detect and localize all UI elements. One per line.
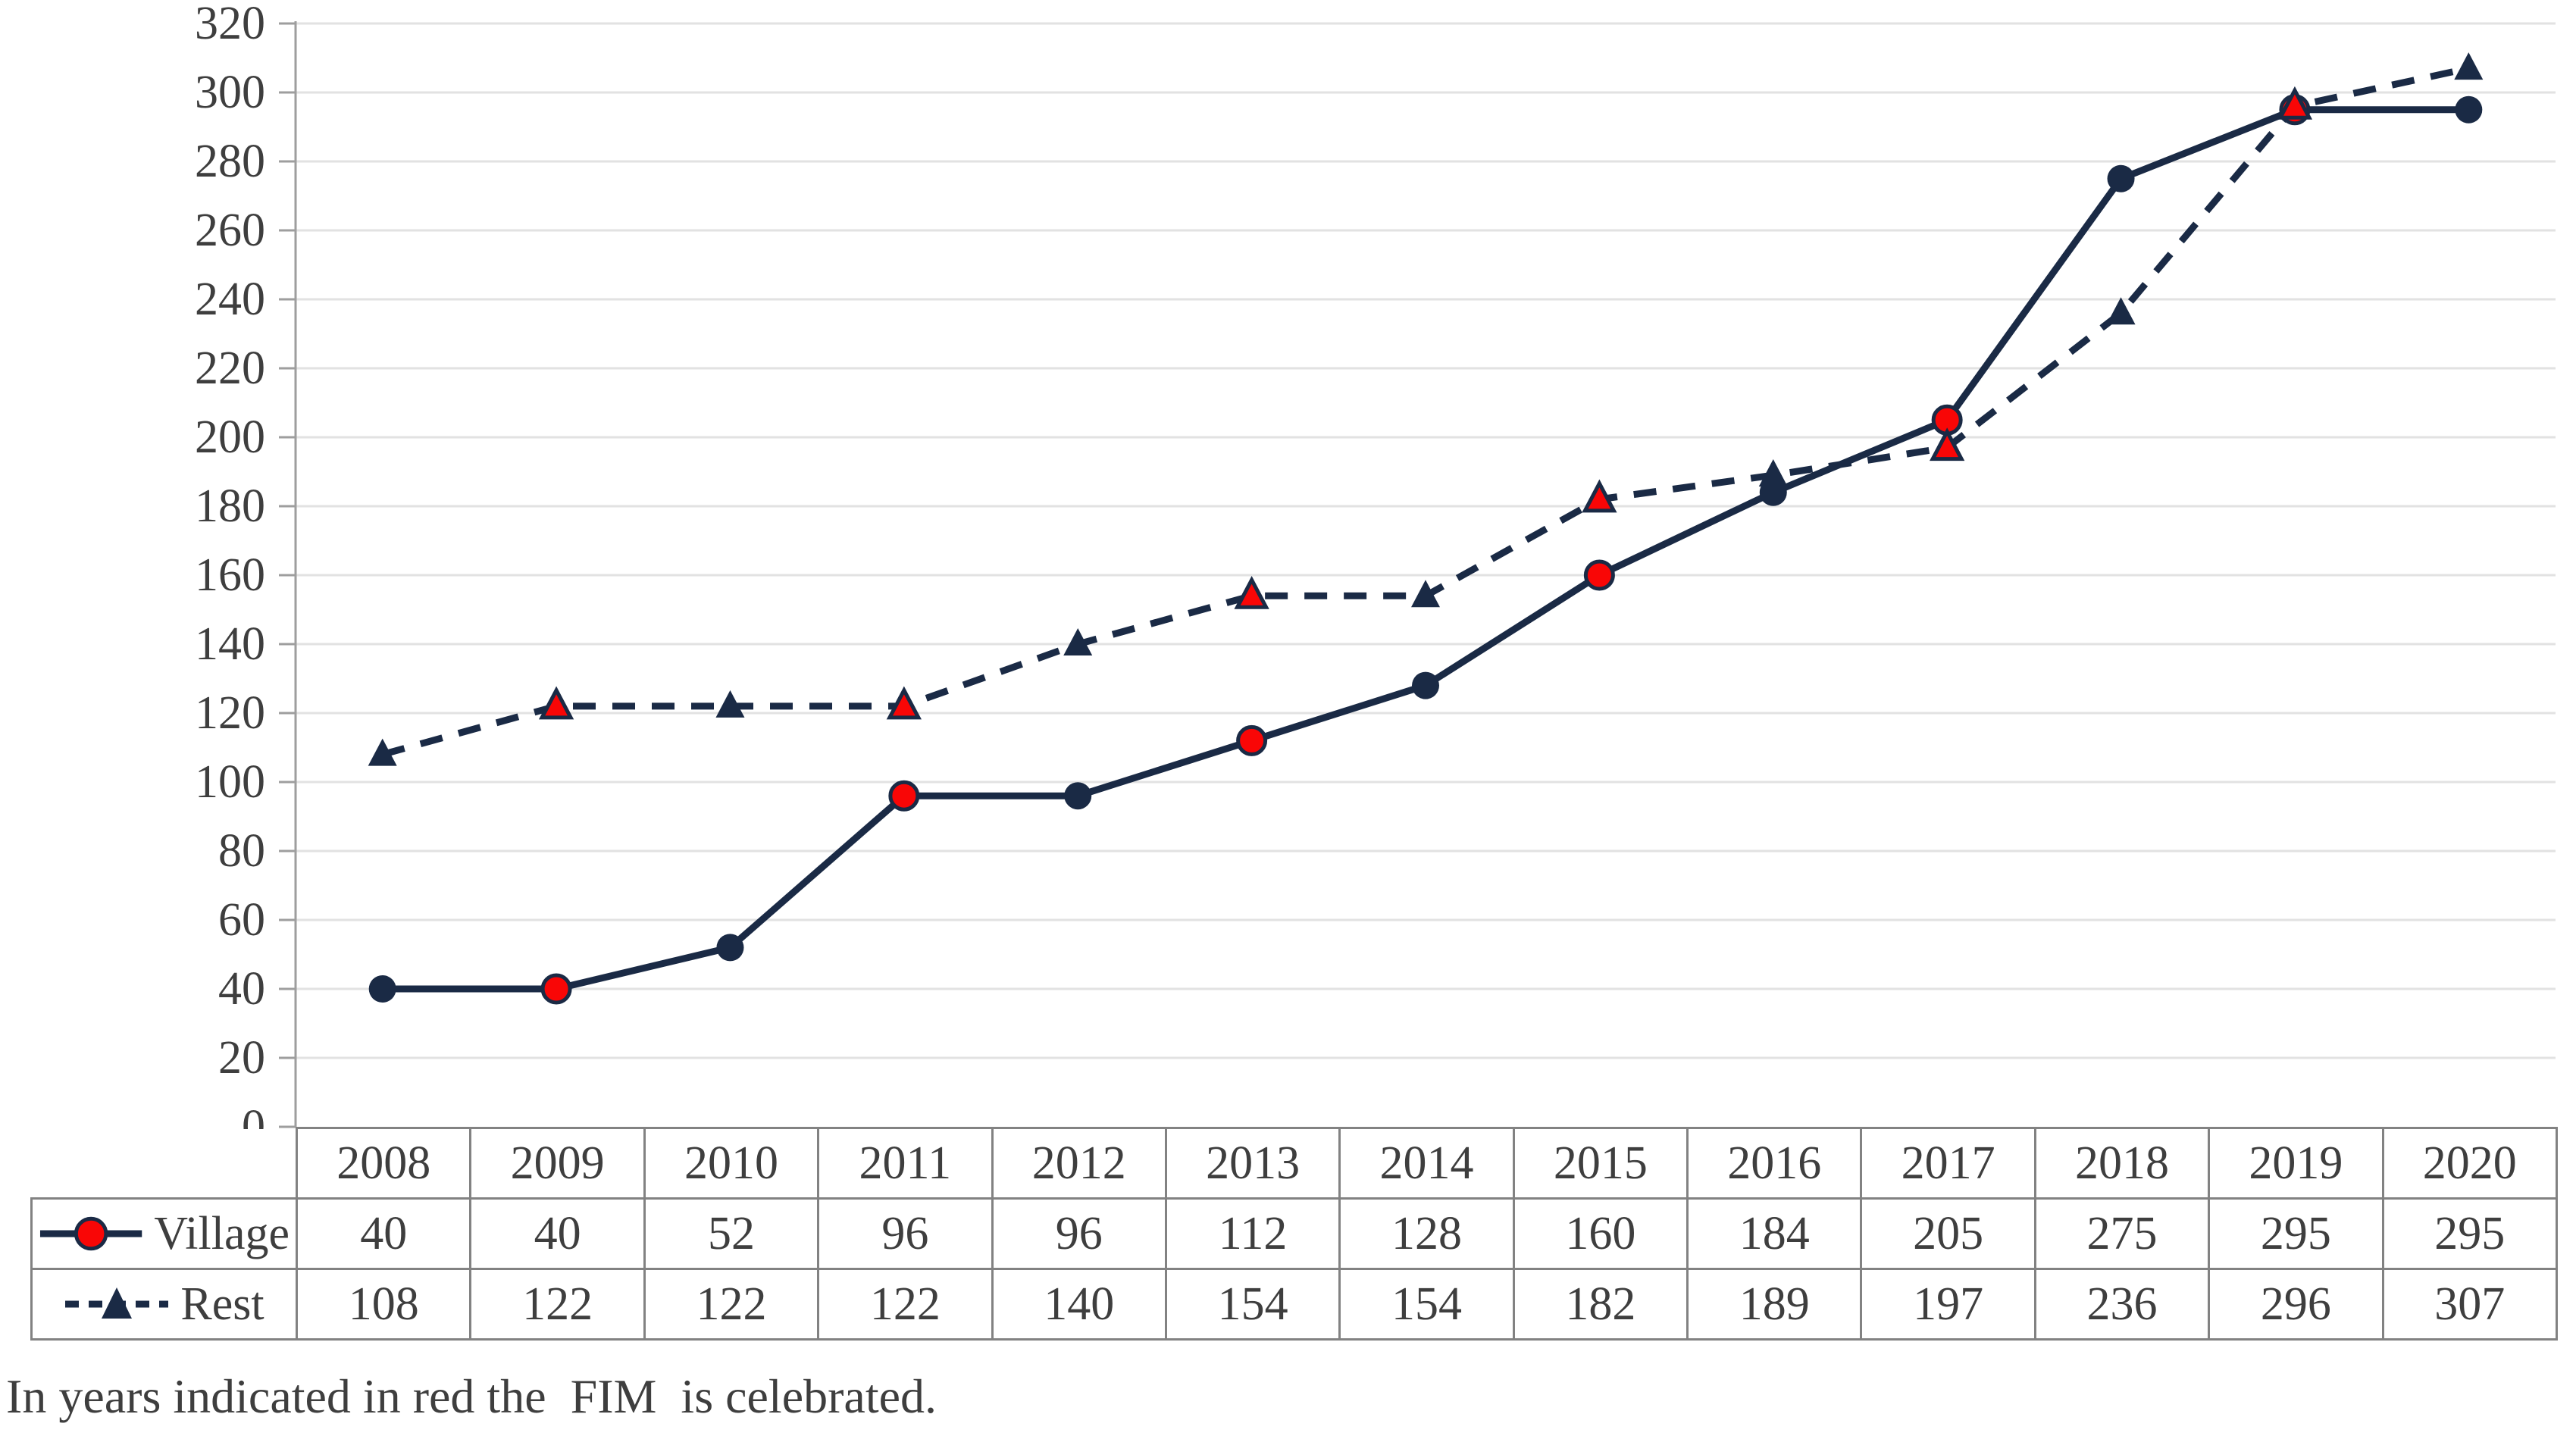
year-cell: 2015 xyxy=(1512,1127,1689,1200)
legend-label: Village xyxy=(154,1207,290,1259)
marker-rest-2016 xyxy=(1758,459,1788,487)
year-cell: 2016 xyxy=(1686,1127,1863,1200)
caption: In years indicated in red the FIM is cel… xyxy=(6,1369,937,1423)
legend-entry: Rest xyxy=(39,1278,290,1331)
y-axis-tick-label: 260 xyxy=(195,205,265,256)
y-axis-tick-label: 140 xyxy=(195,618,265,670)
marker-rest-2011 xyxy=(886,686,922,720)
y-axis-tick-label: 0 xyxy=(242,1101,265,1129)
legend-marker-sample xyxy=(102,1287,133,1319)
marker-village-2010 xyxy=(716,934,744,962)
table-corner-blank xyxy=(32,1128,297,1199)
marker-village-2014 xyxy=(1412,671,1439,699)
marker-rest-2018 xyxy=(2106,297,2136,325)
value-cell: 96 xyxy=(991,1197,1167,1270)
legend-entry: Village xyxy=(39,1207,290,1261)
year-cell: 2019 xyxy=(2208,1127,2384,1200)
value-cell: 295 xyxy=(2208,1197,2384,1270)
value-cell: 160 xyxy=(1512,1197,1689,1270)
year-cell: 2009 xyxy=(469,1127,646,1200)
rest-legend-icon xyxy=(65,1287,169,1319)
value-cell: 296 xyxy=(2208,1268,2384,1341)
y-axis-tick-label: 120 xyxy=(195,687,265,739)
y-axis-tick-label: 40 xyxy=(218,963,265,1015)
year-cell: 2018 xyxy=(2033,1127,2211,1200)
value-cell: 275 xyxy=(2033,1197,2211,1270)
value-cell: 184 xyxy=(1686,1197,1863,1270)
year-cell: 2013 xyxy=(1164,1127,1341,1200)
value-cell: 154 xyxy=(1164,1268,1341,1341)
value-cell: 96 xyxy=(817,1197,994,1270)
marker-village-2018 xyxy=(2107,164,2135,192)
value-cell: 236 xyxy=(2033,1268,2211,1341)
marker-rest-2008 xyxy=(368,738,397,766)
year-cell: 2011 xyxy=(817,1127,994,1200)
value-cell: 122 xyxy=(817,1268,994,1341)
data-table: 2008 2009 2010 2011 2012 2013 2014 2015 2016 2017… xyxy=(30,1127,2558,1341)
year-cell: 2017 xyxy=(1860,1127,2036,1200)
marker-rest-2019 xyxy=(2277,86,2313,120)
value-cell: 205 xyxy=(1860,1197,2036,1270)
year-cell: 2008 xyxy=(295,1127,472,1200)
marker-rest-2020 xyxy=(2454,52,2484,80)
value-cell: 40 xyxy=(469,1197,646,1270)
legend-cell-village: Village xyxy=(30,1197,298,1270)
marker-village-2011 xyxy=(888,780,920,812)
marker-rest-2009 xyxy=(538,686,574,720)
y-axis-tick-label: 20 xyxy=(218,1032,265,1084)
marker-rest-2014 xyxy=(1411,580,1440,608)
marker-village-2009 xyxy=(540,973,572,1005)
marker-village-2020 xyxy=(2455,95,2483,124)
value-cell: 307 xyxy=(2381,1268,2558,1341)
y-axis-tick-label: 220 xyxy=(195,343,265,394)
village-legend-icon xyxy=(39,1216,142,1251)
value-cell: 122 xyxy=(643,1268,820,1341)
value-cell: 154 xyxy=(1338,1268,1515,1341)
value-cell: 189 xyxy=(1686,1268,1863,1341)
marker-village-2013 xyxy=(1236,724,1268,756)
value-cell: 197 xyxy=(1860,1268,2036,1341)
marker-rest-2012 xyxy=(1063,628,1093,655)
y-axis-tick-label: 280 xyxy=(195,136,265,187)
value-cell: 40 xyxy=(295,1197,472,1270)
marker-village-2008 xyxy=(368,975,396,1003)
line-chart: 0 20 40 60 80 100 120 140 160 180 200 220 240 260 280 3… xyxy=(195,0,2556,1129)
value-cell: 128 xyxy=(1338,1197,1515,1270)
y-axis-tick-label: 100 xyxy=(195,756,265,808)
value-cell: 122 xyxy=(469,1268,646,1341)
marker-rest-2013 xyxy=(1234,575,1269,609)
y-axis-tick-label: 320 xyxy=(195,0,265,49)
marker-rest-2017 xyxy=(1930,427,1965,461)
y-axis-tick-label: 160 xyxy=(195,549,265,601)
legend-cell-rest: Rest xyxy=(30,1268,298,1341)
value-cell: 112 xyxy=(1164,1197,1341,1270)
value-cell: 140 xyxy=(991,1268,1167,1341)
value-cell: 182 xyxy=(1512,1268,1689,1341)
y-axis-tick-label: 240 xyxy=(195,274,265,325)
year-cell: 2020 xyxy=(2381,1127,2558,1200)
village-line xyxy=(382,106,2469,993)
legend-label: Rest xyxy=(180,1278,264,1330)
value-cell: 52 xyxy=(643,1197,820,1270)
marker-village-2012 xyxy=(1064,782,1092,810)
y-axis-tick-label: 80 xyxy=(218,825,265,877)
marker-rest-2015 xyxy=(1582,479,1617,513)
year-cell: 2010 xyxy=(643,1127,820,1200)
marker-rest-2010 xyxy=(715,690,745,718)
y-axis-tick-label: 200 xyxy=(195,411,265,463)
y-axis-tick-label: 180 xyxy=(195,480,265,532)
value-cell: 295 xyxy=(2381,1197,2558,1270)
value-cell: 108 xyxy=(295,1268,472,1341)
y-axis-tick-label: 60 xyxy=(218,894,265,946)
rest-line xyxy=(381,64,2470,758)
marker-village-2015 xyxy=(1583,559,1615,591)
y-axis-tick-label: 300 xyxy=(195,67,265,118)
legend-marker-sample xyxy=(74,1216,108,1251)
year-cell: 2012 xyxy=(991,1127,1167,1200)
year-cell: 2014 xyxy=(1338,1127,1515,1200)
